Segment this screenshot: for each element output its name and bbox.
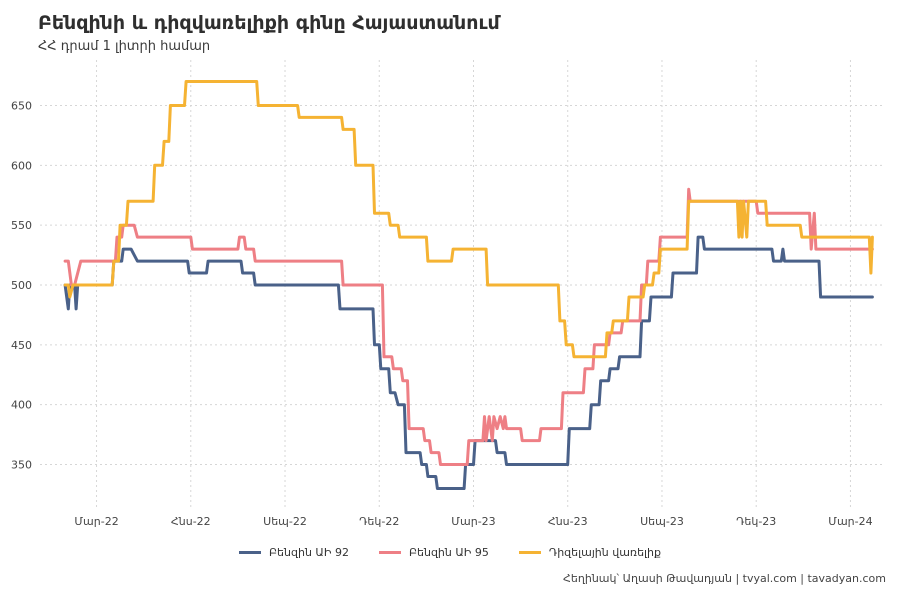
- y-tick-label: 550: [11, 219, 32, 232]
- legend-label-ai95: Բենզին ԱԻ 95: [408, 546, 489, 559]
- x-tick-label: Հնս-22: [171, 515, 211, 528]
- y-axis-tick-labels: 350 400 450 500 550 600 650: [11, 99, 32, 471]
- x-tick-label: Սեպ-23: [640, 515, 684, 528]
- y-tick-label: 500: [11, 279, 32, 292]
- x-tick-label: Դեկ-23: [736, 515, 776, 528]
- legend-item-ai92: Բենզին ԱԻ 92: [239, 546, 349, 559]
- x-tick-label: Հնս-23: [548, 515, 588, 528]
- gridlines: [40, 60, 885, 510]
- legend-swatch-ai95: [378, 551, 401, 554]
- y-tick-label: 600: [11, 159, 32, 172]
- series-line-1: [63, 187, 874, 466]
- x-tick-label: Դեկ-22: [359, 515, 399, 528]
- caption: Հեղինակ՝ Աղասի Թավադյան | tvyal.com | ta…: [563, 572, 886, 585]
- legend-label-ai92: Բենզին ԱԻ 92: [269, 546, 349, 559]
- x-tick-label: Մար-24: [828, 515, 872, 528]
- y-tick-label: 350: [11, 459, 32, 472]
- legend-item-diesel: Դիզելային վառելիք: [518, 546, 661, 559]
- series-line-0: [63, 235, 874, 490]
- legend-swatch-diesel: [518, 551, 541, 554]
- chart-title: Բենզինի և դիզվառելիքի գինը Հայաստանում: [38, 12, 500, 34]
- legend: Բենզին ԱԻ 92 Բենզին ԱԻ 95 Դիզելային վառե…: [0, 546, 900, 559]
- y-tick-label: 450: [11, 339, 32, 352]
- y-tick-label: 650: [11, 99, 32, 112]
- x-axis-tick-labels: Մար-22 Հնս-22 Սեպ-22 Դեկ-22 Մար-23 Հնս-23 Սեպ-…: [74, 515, 872, 528]
- y-tick-label: 400: [11, 399, 32, 412]
- x-tick-label: Մար-23: [451, 515, 495, 528]
- legend-label-diesel: Դիզելային վառելիք: [548, 546, 661, 559]
- legend-item-ai95: Բենզին ԱԻ 95: [378, 546, 489, 559]
- x-tick-label: Մար-22: [74, 515, 118, 528]
- x-tick-label: Սեպ-22: [263, 515, 307, 528]
- series-line-2: [63, 80, 874, 359]
- legend-swatch-ai92: [239, 551, 261, 554]
- chart-subtitle: ՀՀ դրամ 1 լիտրի համար: [38, 39, 211, 54]
- series-lines: [63, 80, 874, 490]
